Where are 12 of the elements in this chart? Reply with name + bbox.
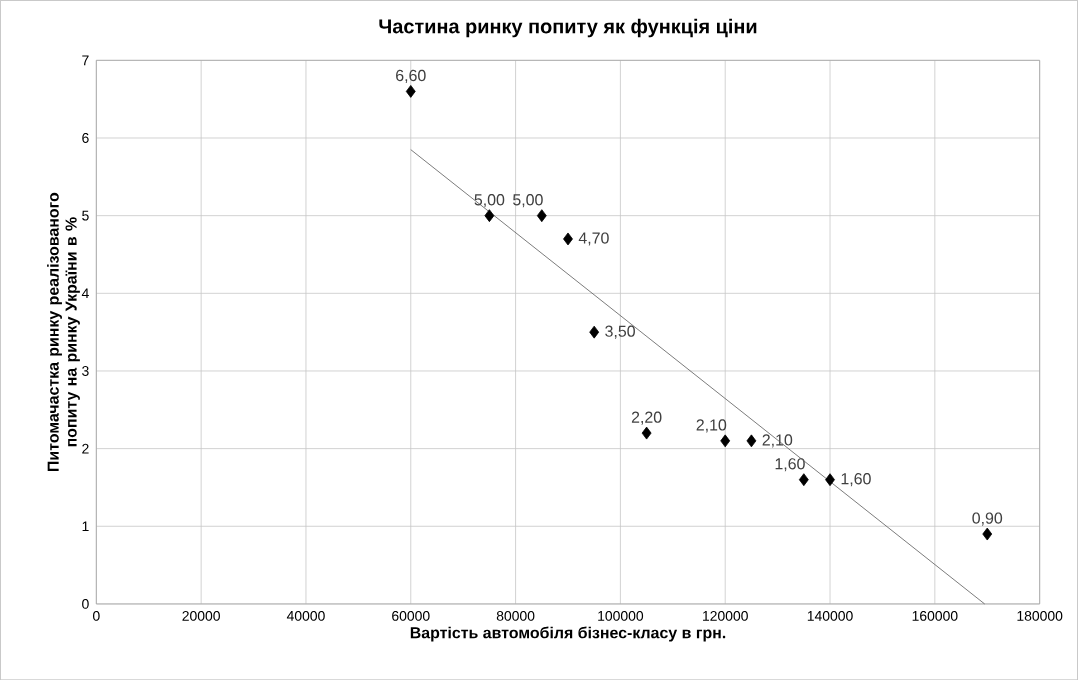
point [798, 473, 809, 486]
point [589, 325, 600, 339]
point [746, 434, 757, 448]
point [405, 84, 416, 98]
point [641, 426, 652, 440]
point [563, 232, 573, 246]
point [982, 527, 993, 541]
point [825, 473, 835, 486]
point [720, 434, 731, 448]
point [484, 209, 495, 222]
point [536, 209, 547, 222]
chart-title: Частина ринку попиту як функція ціни [379, 18, 757, 38]
